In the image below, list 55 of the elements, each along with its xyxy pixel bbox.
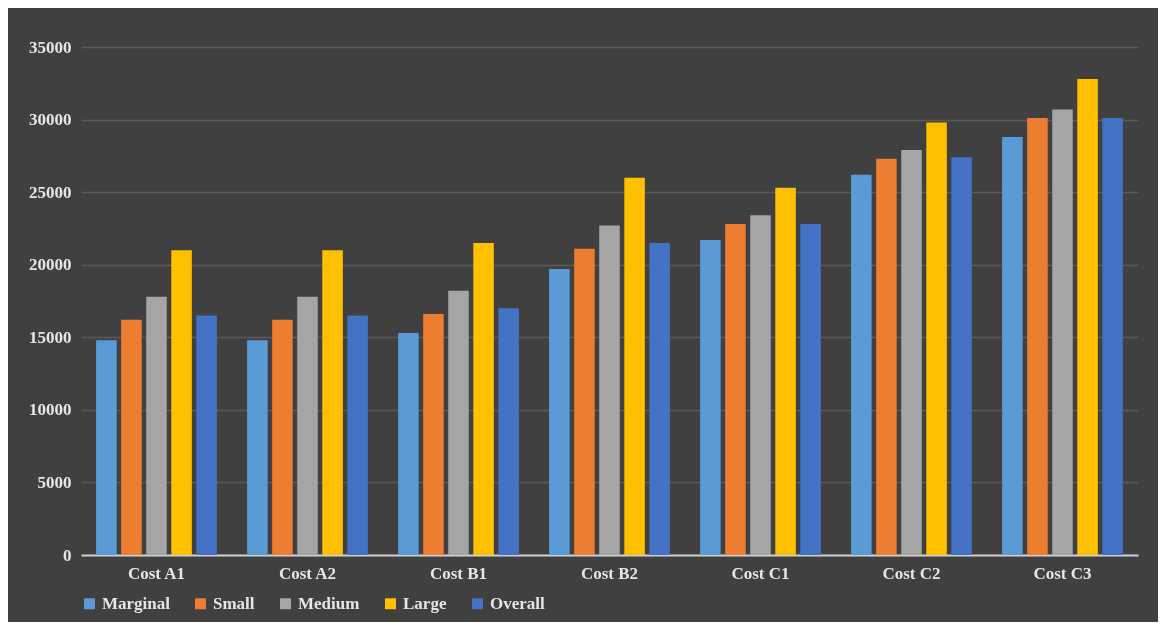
bar <box>146 296 167 555</box>
bar <box>750 215 771 555</box>
y-tick-label: 10000 <box>29 400 72 420</box>
x-tick-label: Cost B1 <box>429 563 488 583</box>
bar <box>1052 109 1073 555</box>
y-tick-label: 25000 <box>29 182 72 202</box>
bar <box>423 314 444 555</box>
bar <box>901 150 922 555</box>
y-tick-label: 0 <box>63 545 72 565</box>
bar <box>574 248 595 555</box>
bar <box>448 290 469 555</box>
y-tick-label: 20000 <box>29 255 72 275</box>
bar <box>700 240 721 555</box>
bar <box>171 250 192 555</box>
bar <box>121 319 142 555</box>
bar <box>649 242 670 555</box>
y-tick-label: 30000 <box>29 110 72 130</box>
bar <box>851 174 872 555</box>
y-tick-label: 5000 <box>37 472 72 492</box>
bar <box>196 315 217 555</box>
bar <box>473 242 494 555</box>
x-tick-label: Cost B2 <box>580 563 639 583</box>
legend-label: Large <box>403 593 447 613</box>
bar <box>876 158 897 555</box>
legend-label: Overall <box>490 593 546 613</box>
bar <box>624 177 645 555</box>
y-tick-label: 15000 <box>29 327 72 347</box>
bar <box>1102 118 1123 555</box>
bar <box>599 225 620 555</box>
bar <box>1002 136 1023 555</box>
bar <box>775 187 796 555</box>
bar <box>800 224 821 555</box>
bar <box>1077 78 1098 555</box>
bar <box>549 269 570 555</box>
x-tick-label: Cost C2 <box>882 563 941 583</box>
bar <box>322 250 343 555</box>
bar <box>926 122 947 555</box>
legend-label: Small <box>213 593 255 613</box>
bar <box>398 332 419 555</box>
x-tick-label: Cost A1 <box>127 563 186 583</box>
legend-label: Medium <box>298 593 360 613</box>
bar <box>498 308 519 555</box>
x-tick-label: Cost A2 <box>278 563 337 583</box>
x-tick-label: Cost C3 <box>1033 563 1092 583</box>
bar <box>272 319 293 555</box>
y-tick-label: 35000 <box>29 37 72 57</box>
bar <box>347 315 368 555</box>
bar <box>297 296 318 555</box>
bar <box>725 224 746 555</box>
bar <box>247 340 268 555</box>
x-tick-label: Cost C1 <box>731 563 790 583</box>
bar <box>1027 118 1048 555</box>
legend-label: Marginal <box>102 593 171 613</box>
bar <box>96 340 117 555</box>
bar <box>951 157 972 555</box>
